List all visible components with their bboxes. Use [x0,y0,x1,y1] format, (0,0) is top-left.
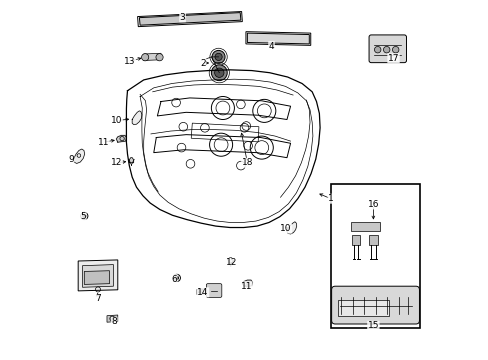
Polygon shape [129,158,133,163]
Polygon shape [132,111,142,125]
Polygon shape [82,265,113,287]
Text: 15: 15 [367,321,378,330]
Text: 14: 14 [197,288,208,297]
Polygon shape [107,315,118,322]
Text: 9: 9 [68,154,74,163]
Circle shape [110,316,115,321]
Polygon shape [73,149,84,163]
Circle shape [392,46,398,53]
FancyBboxPatch shape [206,284,222,297]
Text: 17: 17 [387,54,399,63]
Bar [330,184,419,328]
Text: 1: 1 [327,194,333,203]
Circle shape [156,54,163,61]
Circle shape [175,276,178,280]
Text: 12: 12 [111,158,122,167]
Polygon shape [143,53,161,60]
Polygon shape [368,235,377,245]
Text: 2: 2 [200,58,205,68]
Polygon shape [286,222,296,234]
Circle shape [383,46,389,53]
Circle shape [215,53,222,60]
Text: 7: 7 [95,294,101,303]
Polygon shape [247,33,309,44]
Text: 11: 11 [98,138,109,147]
Text: 8: 8 [111,318,117,326]
Circle shape [82,214,86,218]
Circle shape [214,68,224,77]
Polygon shape [197,289,206,294]
Text: 13: 13 [124,57,136,66]
Circle shape [212,50,224,63]
Circle shape [141,54,148,61]
Text: 3: 3 [179,13,185,22]
Text: 6: 6 [171,274,177,284]
Polygon shape [139,13,241,25]
Polygon shape [351,235,360,245]
FancyBboxPatch shape [331,286,419,324]
Text: 5: 5 [80,212,86,221]
Text: 11: 11 [240,282,251,291]
Polygon shape [78,260,118,291]
Text: 10: 10 [280,224,291,233]
Polygon shape [228,258,232,264]
Text: 4: 4 [268,41,274,50]
Text: 10: 10 [111,116,122,125]
Polygon shape [350,222,379,231]
Polygon shape [337,300,387,316]
Circle shape [211,65,227,81]
Circle shape [374,46,380,53]
Text: 16: 16 [367,200,378,209]
Text: 12: 12 [226,258,237,267]
Polygon shape [242,280,252,287]
Text: 18: 18 [241,158,253,167]
Polygon shape [84,271,109,284]
Polygon shape [116,135,126,142]
Circle shape [199,289,203,294]
FancyBboxPatch shape [368,35,406,63]
